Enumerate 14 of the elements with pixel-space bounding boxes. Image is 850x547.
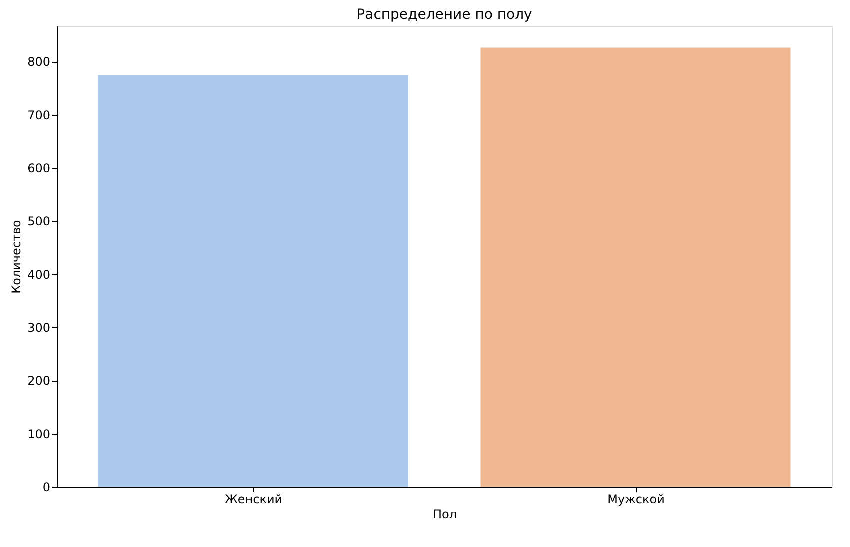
y-axis-title: Количество xyxy=(10,220,24,294)
y-tick-label: 500 xyxy=(28,214,50,229)
y-tick-label: 800 xyxy=(28,55,50,70)
y-tick-label: 0 xyxy=(42,480,50,494)
y-tick-label: 200 xyxy=(28,374,50,388)
y-tick-label: 100 xyxy=(28,427,50,442)
x-tick-label: Мужской xyxy=(608,492,665,506)
y-tick-label: 700 xyxy=(28,108,50,122)
x-tick-label: Женский xyxy=(224,492,283,506)
y-tick-label: 300 xyxy=(28,320,50,335)
chart-title: Распределение по полу xyxy=(356,7,532,23)
y-tick-label: 600 xyxy=(28,161,50,176)
y-tick-label: 400 xyxy=(28,268,50,282)
x-axis-title: Пол xyxy=(432,508,458,522)
